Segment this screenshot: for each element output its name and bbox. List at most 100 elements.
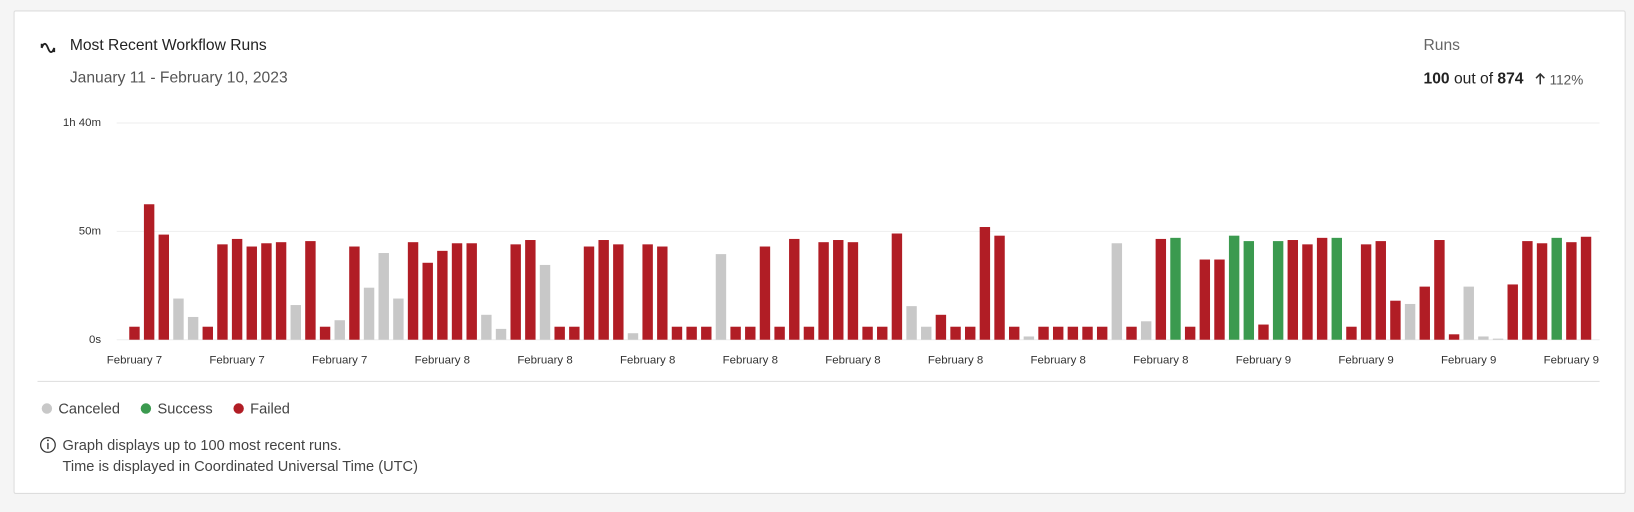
bar bbox=[275, 242, 287, 340]
legend-item: Success bbox=[140, 400, 213, 417]
bar bbox=[745, 326, 756, 340]
bar bbox=[290, 305, 301, 340]
bar bbox=[627, 333, 639, 340]
x-tick-label: February 9 bbox=[1236, 355, 1291, 367]
bar bbox=[437, 250, 448, 340]
bar bbox=[877, 326, 888, 340]
x-tick-label: February 7 bbox=[312, 355, 367, 367]
y-tick-label: 1h 40m bbox=[63, 117, 101, 129]
bar bbox=[1126, 326, 1137, 340]
bar bbox=[1492, 338, 1504, 340]
bar bbox=[1302, 244, 1313, 340]
bar bbox=[1463, 286, 1474, 340]
bar bbox=[598, 240, 609, 340]
bar bbox=[378, 253, 389, 340]
legend-label: Failed bbox=[250, 400, 290, 417]
runs-change: 112% bbox=[1549, 71, 1584, 88]
legend-label: Canceled bbox=[58, 400, 121, 417]
bar bbox=[818, 242, 829, 340]
bar bbox=[1111, 243, 1123, 340]
title: Most Recent Workflow Runs bbox=[69, 36, 267, 55]
bar bbox=[510, 244, 521, 340]
bar bbox=[466, 243, 477, 340]
bar bbox=[847, 242, 859, 340]
bar bbox=[217, 244, 228, 340]
bar bbox=[730, 326, 741, 340]
bar bbox=[701, 326, 712, 340]
bar bbox=[1580, 236, 1592, 340]
bar bbox=[686, 326, 697, 340]
bar bbox=[715, 254, 727, 340]
bar bbox=[1052, 326, 1064, 340]
bar bbox=[774, 326, 785, 340]
bar bbox=[1067, 326, 1079, 340]
bar bbox=[1360, 244, 1372, 340]
bar bbox=[1331, 237, 1342, 340]
y-tick-label: 0s bbox=[89, 334, 101, 346]
info-icon bbox=[40, 437, 56, 453]
legend-swatch bbox=[41, 403, 53, 414]
bar bbox=[231, 238, 243, 340]
x-tick-label: February 9 bbox=[1441, 355, 1496, 367]
workflow-icon bbox=[40, 42, 56, 54]
info-icon bbox=[46, 439, 49, 442]
x-tick-label: February 9 bbox=[1544, 355, 1599, 367]
bar bbox=[1214, 259, 1225, 340]
runs-out-of: out of bbox=[1453, 69, 1494, 88]
bar bbox=[613, 244, 624, 340]
bar bbox=[451, 243, 463, 340]
bar bbox=[1272, 241, 1284, 340]
bar bbox=[1316, 237, 1328, 340]
bar bbox=[1507, 284, 1518, 340]
bar bbox=[1551, 237, 1562, 340]
bar bbox=[319, 326, 331, 340]
bar bbox=[363, 287, 375, 340]
legend-item: Canceled bbox=[41, 400, 121, 417]
subtitle: January 11 - February 10, 2023 bbox=[69, 68, 288, 87]
bar bbox=[246, 246, 257, 340]
bar bbox=[1478, 336, 1489, 340]
legend-swatch bbox=[140, 403, 152, 414]
bar bbox=[994, 235, 1005, 340]
x-tick-label: February 7 bbox=[107, 355, 162, 367]
x-tick-label: February 8 bbox=[620, 355, 675, 367]
bar bbox=[759, 246, 771, 340]
legend-label: Success bbox=[157, 400, 213, 417]
bar bbox=[407, 242, 419, 340]
bar bbox=[1008, 326, 1020, 340]
x-tick-label: February 8 bbox=[1133, 355, 1188, 367]
x-tick-label: February 8 bbox=[517, 355, 572, 367]
bar bbox=[1243, 241, 1255, 340]
footnote: Time is displayed in Coordinated Univers… bbox=[62, 457, 418, 475]
bar bbox=[187, 316, 199, 340]
footnote: Graph displays up to 100 most recent run… bbox=[62, 436, 342, 454]
bar bbox=[906, 306, 917, 340]
legend-swatch bbox=[233, 403, 244, 414]
bar bbox=[657, 246, 668, 340]
bar bbox=[495, 328, 507, 340]
bar bbox=[833, 240, 844, 340]
x-tick-label: February 8 bbox=[723, 355, 778, 367]
up-arrow-icon bbox=[1535, 72, 1545, 85]
runs-total: 874 bbox=[1497, 69, 1524, 88]
bar bbox=[965, 326, 976, 340]
bar bbox=[1184, 326, 1196, 340]
x-tick-label: February 8 bbox=[825, 355, 880, 367]
bar bbox=[789, 238, 800, 340]
bar bbox=[1199, 259, 1211, 340]
bar bbox=[143, 204, 155, 340]
bar bbox=[334, 320, 345, 340]
bar bbox=[202, 326, 213, 340]
bar bbox=[173, 298, 184, 340]
bar bbox=[261, 243, 272, 340]
bar bbox=[1566, 242, 1577, 340]
bar bbox=[1170, 237, 1181, 340]
bar bbox=[862, 326, 873, 340]
bar bbox=[1082, 326, 1093, 340]
bar bbox=[1155, 238, 1167, 340]
bar bbox=[1346, 326, 1357, 340]
bar bbox=[1228, 235, 1240, 340]
bar bbox=[891, 233, 903, 340]
